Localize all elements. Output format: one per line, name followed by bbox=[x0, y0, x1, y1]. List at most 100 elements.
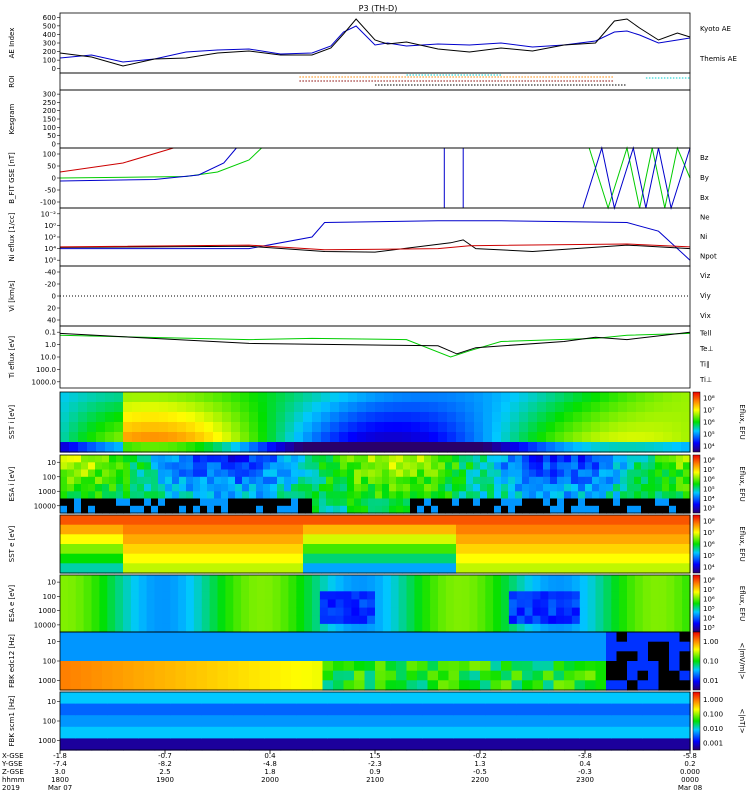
sst_i-cell bbox=[132, 422, 142, 433]
esa_i-cell bbox=[305, 498, 313, 507]
esa_i-cell bbox=[186, 462, 194, 471]
sst_i-cell bbox=[249, 442, 259, 453]
fbk_e-cell bbox=[669, 661, 681, 672]
sst_i-cell bbox=[276, 442, 286, 453]
fbk_e-cell bbox=[291, 670, 303, 681]
fbk_b-cell bbox=[453, 715, 471, 728]
esa_e-cell bbox=[335, 591, 345, 600]
esa_i-cell bbox=[165, 491, 173, 500]
esa_i-cell bbox=[403, 462, 411, 471]
esa_i-cell bbox=[298, 476, 306, 485]
esa_i-cell bbox=[592, 505, 600, 514]
esa_i-cell bbox=[242, 455, 250, 463]
esa_i-cell bbox=[67, 462, 75, 471]
xaxis-tick-label: Mar 08 bbox=[678, 784, 702, 792]
esa_i-cell bbox=[424, 484, 432, 492]
esa_e-cell bbox=[682, 607, 691, 617]
esa_i-cell bbox=[501, 484, 509, 492]
esa_e-cell bbox=[611, 607, 620, 617]
esa_i-cell bbox=[326, 484, 334, 492]
esa_i-cell bbox=[627, 476, 635, 485]
esa_e-cell bbox=[485, 615, 494, 625]
esa_i-cell bbox=[123, 505, 131, 514]
esa_i-cell bbox=[242, 476, 250, 485]
sst_i-cell bbox=[159, 402, 169, 413]
fbk_b-cell bbox=[438, 715, 455, 728]
esa_i-cell bbox=[613, 484, 621, 492]
sst_i-cell bbox=[195, 422, 205, 433]
esa_i-cell bbox=[179, 455, 187, 463]
esa_e-cell bbox=[99, 615, 108, 625]
esa_i-cell bbox=[634, 469, 642, 478]
fbk_b-cell bbox=[327, 692, 345, 705]
esa_e-cell bbox=[611, 623, 620, 633]
sst_e-cell bbox=[285, 534, 295, 545]
esa_i-cell bbox=[291, 469, 299, 478]
esa_i-cell bbox=[438, 484, 446, 492]
esa_i-cell bbox=[340, 469, 348, 478]
fbk_e-cell bbox=[606, 632, 618, 643]
sst_e-cell bbox=[267, 534, 277, 545]
sst_i-cell bbox=[600, 432, 610, 443]
esa_i-cell bbox=[683, 469, 691, 478]
esa_i-cell bbox=[151, 505, 159, 514]
fbk_b-cell bbox=[564, 703, 581, 716]
esa_e-ytick-label: 1000 bbox=[38, 607, 56, 615]
esa_i-cell bbox=[459, 469, 467, 478]
esa_e-cell bbox=[75, 623, 85, 633]
esa_e-cell bbox=[650, 599, 660, 609]
esa_i-cell bbox=[151, 469, 159, 478]
esa_e-cell bbox=[493, 591, 502, 600]
esa_i-cell bbox=[291, 462, 299, 471]
sst_i-cell bbox=[159, 392, 169, 403]
sst_e-cell bbox=[564, 534, 574, 545]
sst_i-cell bbox=[474, 432, 484, 443]
esa_i-cell bbox=[179, 484, 187, 492]
fbk_e-cell bbox=[102, 632, 114, 643]
esa_e-cell bbox=[115, 599, 124, 609]
fbk_e-cell bbox=[669, 641, 681, 652]
fbk_e-colorbar-tick: 0.01 bbox=[703, 677, 719, 685]
sst_e-cell bbox=[555, 524, 565, 535]
esa_e-cell bbox=[674, 607, 683, 617]
ae-legend-item: Kyoto AE bbox=[700, 25, 731, 33]
esa_e-cell bbox=[351, 623, 360, 633]
sst_i-cell bbox=[654, 442, 664, 453]
esa_i-cell bbox=[298, 498, 306, 507]
sst_e-cell bbox=[429, 553, 439, 564]
sst_i-cell bbox=[222, 432, 232, 443]
sst_i-cell bbox=[240, 412, 250, 423]
esa_i-cell bbox=[291, 498, 299, 507]
esa_i-cell bbox=[214, 491, 222, 500]
sst_i-cell bbox=[618, 432, 628, 443]
esa_i-cell bbox=[403, 455, 411, 463]
xaxis-tick-label: 0.4 bbox=[579, 760, 591, 768]
esa_i-cell bbox=[158, 455, 166, 463]
esa_e-cell bbox=[319, 615, 329, 625]
esa_e-cell bbox=[469, 599, 478, 609]
fbk_b-cell bbox=[532, 692, 549, 705]
esa_i-cell bbox=[641, 484, 649, 492]
fbk_e-cell bbox=[217, 651, 229, 662]
esa_i-cell bbox=[571, 484, 579, 492]
esa_e-cell bbox=[335, 607, 345, 617]
fbk_b-cell bbox=[469, 738, 486, 751]
esa_i-colorbar-label: Eflux, EFU bbox=[738, 466, 746, 501]
esa_e-cell bbox=[107, 591, 116, 600]
esa_e-cell bbox=[312, 575, 321, 584]
sst_e-cell bbox=[483, 515, 493, 526]
sst_e-cell bbox=[348, 515, 358, 526]
esa_e-cell bbox=[666, 599, 675, 609]
esa_i-cell bbox=[214, 484, 222, 492]
sst_e-cell bbox=[627, 544, 637, 555]
esa_e-cell bbox=[414, 583, 423, 592]
fbk_e-cell bbox=[70, 651, 82, 662]
sst_i-cell bbox=[384, 432, 394, 443]
esa_e-cell bbox=[595, 583, 604, 592]
fbk_e-cell bbox=[396, 632, 408, 643]
esa_e-cell bbox=[280, 591, 289, 600]
sst_i-cell bbox=[150, 442, 160, 453]
esa_e-cell bbox=[627, 607, 636, 617]
sst_i-cell bbox=[78, 402, 88, 413]
sst_i-cell bbox=[420, 442, 430, 453]
